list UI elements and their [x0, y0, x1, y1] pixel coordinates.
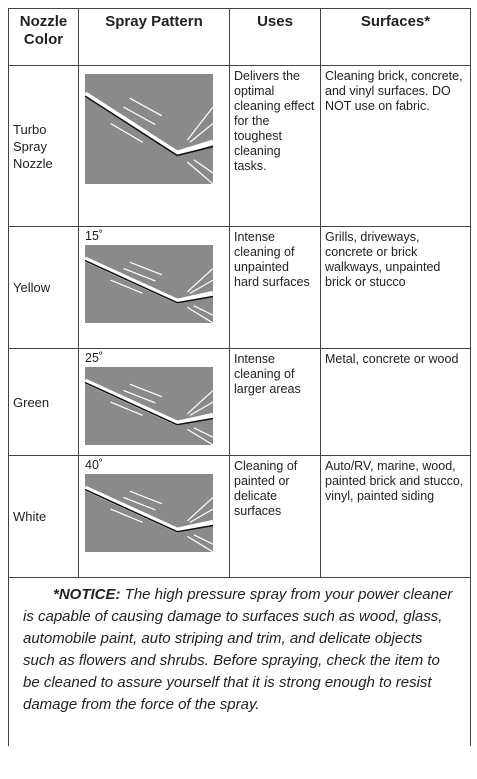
nozzle-table: Nozzle Color Spray Pattern Uses Surfaces* T…	[8, 8, 471, 746]
header-cell: Spray Pattern	[78, 8, 230, 66]
spray-image	[85, 74, 213, 184]
spray-image	[85, 367, 213, 445]
header-cell: Uses	[229, 8, 321, 66]
table-row: Green 25˚ Intense cleaning of larger area…	[8, 348, 471, 456]
surfaces: Metal, concrete or wood	[320, 348, 471, 456]
uses: Cleaning of painted or delicate surfaces	[229, 455, 321, 578]
uses: Intense cleaning of unpainted hard surfa…	[229, 226, 321, 349]
nozzle-color: Turbo Spray Nozzle	[8, 65, 79, 227]
nozzle-color: Green	[8, 348, 79, 456]
spray-angle: 25˚	[85, 351, 104, 365]
spray-angle: 40˚	[85, 458, 104, 472]
table-row: Yellow 15˚ Intense cleaning of unpainted …	[8, 226, 471, 349]
notice-label: *NOTICE:	[53, 586, 121, 603]
notice: *NOTICE: The high pressure spray from yo…	[8, 577, 471, 746]
notice-text: The high pressure spray from your power …	[23, 586, 453, 713]
surfaces: Auto/RV, marine, wood, painted brick and…	[320, 455, 471, 578]
table-row: White 40˚ Cleaning of painted or delicate…	[8, 455, 471, 578]
header-cell: Nozzle Color	[8, 8, 79, 66]
table-row: Turbo Spray Nozzle Delivers the optimal …	[8, 65, 471, 227]
surfaces: Cleaning brick, concrete, and vinyl surf…	[320, 65, 471, 227]
uses: Intense cleaning of larger areas	[229, 348, 321, 456]
nozzle-color: White	[8, 455, 79, 578]
spray-image	[85, 474, 213, 552]
header-row: Nozzle Color Spray Pattern Uses Surfaces*	[8, 8, 471, 66]
nozzle-color: Yellow	[8, 226, 79, 349]
spray-pattern	[78, 65, 230, 227]
spray-pattern: 40˚	[78, 455, 230, 578]
spray-image	[85, 245, 213, 323]
spray-angle: 15˚	[85, 229, 104, 243]
spray-pattern: 15˚	[78, 226, 230, 349]
header-cell: Surfaces*	[320, 8, 471, 66]
spray-pattern: 25˚	[78, 348, 230, 456]
surfaces: Grills, driveways, concrete or brick wal…	[320, 226, 471, 349]
uses: Delivers the optimal cleaning effect for…	[229, 65, 321, 227]
